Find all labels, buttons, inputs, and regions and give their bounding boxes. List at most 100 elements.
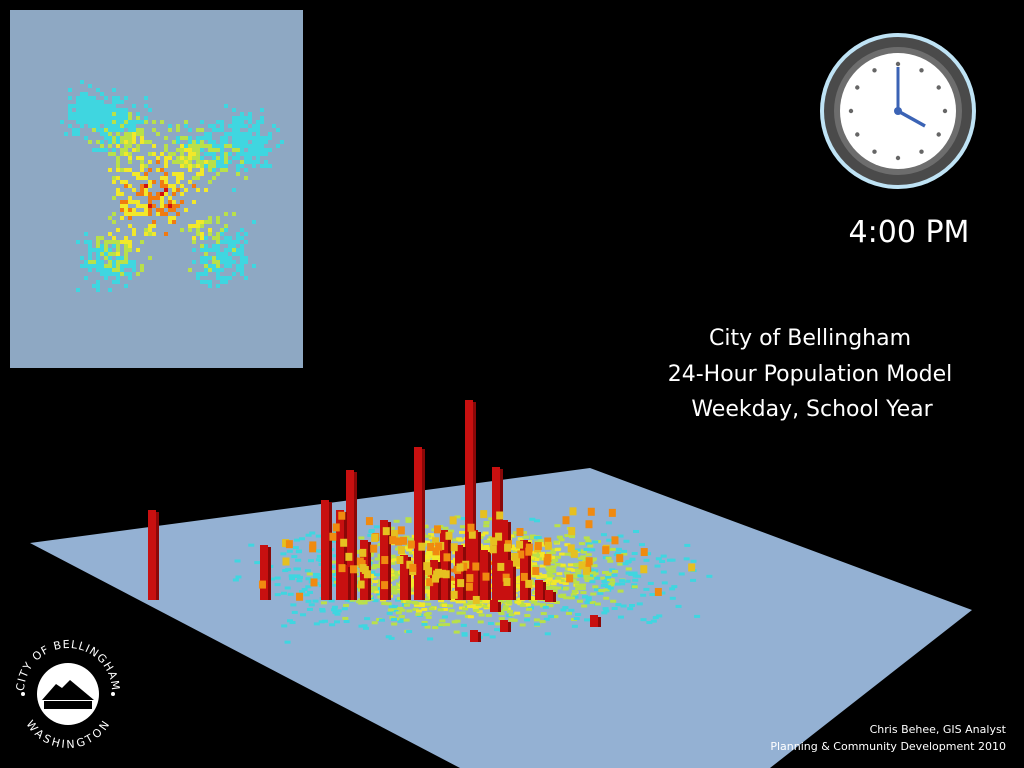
inset-cell [112,280,116,284]
inset-cell [104,116,108,120]
map-cell [451,620,458,624]
inset-cell [196,140,200,144]
inset-cell [128,144,132,148]
inset-cell [232,132,236,136]
inset-cell [120,204,124,208]
inset-cell [128,196,132,200]
inset-cell [152,128,156,132]
inset-cell [116,96,120,100]
inset-cell [200,244,204,248]
map-cell [585,598,592,602]
inset-cell [200,280,204,284]
inset-cell [220,232,224,236]
inset-cell [164,172,168,176]
inset-cell [248,144,252,148]
map-cell [568,596,575,600]
inset-cell [184,120,188,124]
inset-cell [228,244,232,248]
map-cell [431,557,438,561]
inset-cell [224,236,228,240]
inset-cell [116,108,120,112]
map-cell [533,536,540,540]
map-cell [422,525,429,529]
map-cell [378,618,385,622]
map-cell [567,567,574,571]
map-cell [422,581,429,585]
inset-cell [180,152,184,156]
inset-cell [148,256,152,260]
inset-cell [96,120,100,124]
inset-cell [200,136,204,140]
map-block [357,580,365,589]
map-block [382,527,390,536]
map-cell [531,574,538,578]
inset-cell [144,228,148,232]
inset-cell [124,236,128,240]
hour-hand [897,109,926,128]
inset-cell [264,160,268,164]
inset-cell [108,264,112,268]
inset-cell [224,152,228,156]
inset-cell [220,276,224,280]
inset-cell [120,148,124,152]
map-block [511,553,519,562]
inset-cell [212,244,216,248]
inset-cell [116,248,120,252]
inset-cell [184,136,188,140]
inset-cell [140,136,144,140]
inset-cell [208,280,212,284]
inset-cell [244,256,248,260]
inset-cell [168,220,172,224]
inset-cell [208,264,212,268]
inset-cell [232,136,236,140]
inset-cell [228,248,232,252]
inset-cell [200,128,204,132]
inset-cell [220,228,224,232]
map-block [502,573,510,582]
map-block [466,574,474,583]
inset-cell [240,264,244,268]
map-cell [389,561,396,565]
map-cell [460,517,467,521]
inset-cell [76,116,80,120]
inset-cell [220,160,224,164]
inset-cell [196,272,200,276]
inset-cell [100,236,104,240]
map-block [512,558,520,567]
inset-cell [224,212,228,216]
inset-cell [164,176,168,180]
map-cell [524,614,531,618]
inset-cell [240,152,244,156]
inset-cell [204,268,208,272]
map-block [567,544,575,553]
inset-cell [200,168,204,172]
inset-cell [120,180,124,184]
inset-cell [240,120,244,124]
inset-cell [176,124,180,128]
inset-cell [204,136,208,140]
inset-cell [236,116,240,120]
map-cell [523,535,530,539]
inset-cell [260,116,264,120]
inset-cell [188,128,192,132]
map-cell [475,603,482,607]
map-cell [415,612,422,616]
inset-cell [92,124,96,128]
inset-cell [108,144,112,148]
inset-cell [84,92,88,96]
inset-cell [96,248,100,252]
map-column-side [463,547,466,600]
inset-cell [124,204,128,208]
map-block [532,566,540,575]
inset-cell [124,240,128,244]
inset-cell [248,152,252,156]
map-block [465,582,473,591]
inset-cell [84,116,88,120]
map-cell [587,544,594,548]
inset-cell [208,124,212,128]
inset-cell [80,264,84,268]
map-cell [416,609,423,613]
inset-cell [112,140,116,144]
inset-cell [104,268,108,272]
map-block [427,543,435,552]
